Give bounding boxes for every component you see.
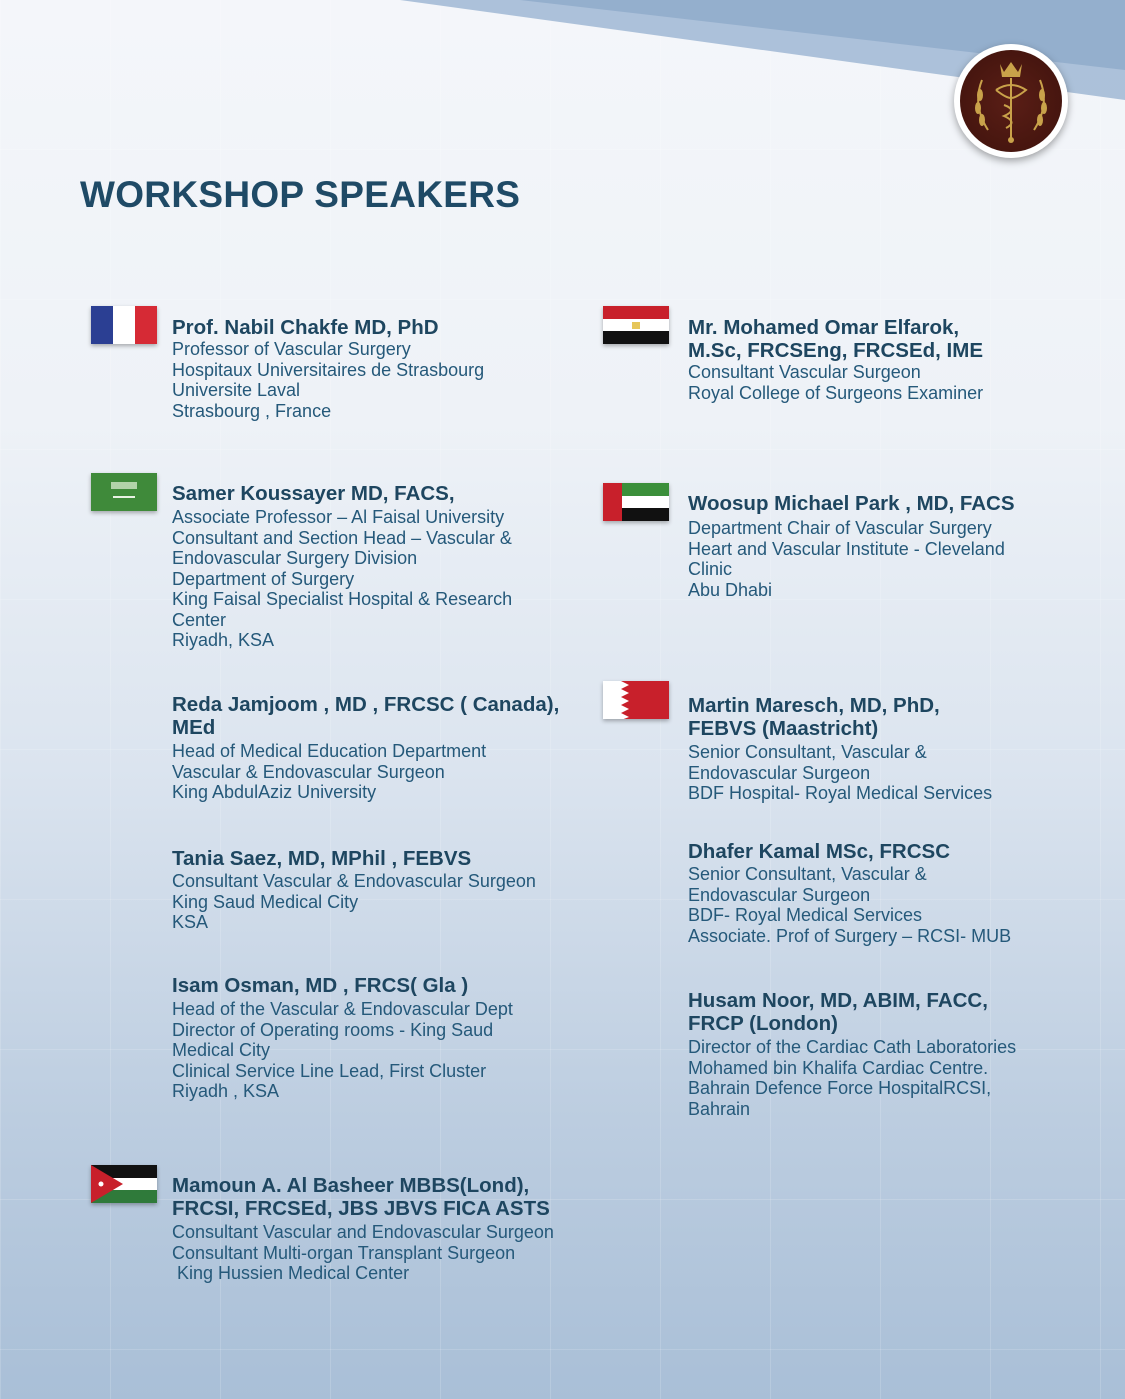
speaker-card: Martin Maresch, MD, PhD, FEBVS (Maastric…: [688, 694, 992, 804]
jordan-flag-icon: [91, 1165, 157, 1203]
speaker-detail: King Faisal Specialist Hospital & Resear…: [172, 589, 513, 609]
speaker-detail: Hospitaux Universitaires de Strasbourg: [172, 359, 485, 380]
speaker-detail: Department Chair of Vascular Surgery: [688, 518, 992, 538]
speaker-name: FRCSI, FRCSEd, JBS JBVS FICA ASTS: [172, 1197, 550, 1220]
speaker-detail: Consultant Vascular & Endovascular Surge…: [172, 871, 536, 891]
saudi-arabia-flag-icon: [91, 473, 157, 511]
bahrain-flag-icon: [603, 681, 669, 719]
speaker-detail: Heart and Vascular Institute - Cleveland: [688, 538, 1005, 559]
speaker-detail: Endovascular Surgeon: [688, 762, 871, 783]
speaker-detail: Riyadh, KSA: [172, 630, 275, 650]
speaker-detail: Medical City: [172, 1040, 271, 1060]
speaker-name: M.Sc, FRCSEng, FRCSEd, IME: [688, 339, 983, 362]
speaker-detail: BDF- Royal Medical Services: [688, 905, 923, 925]
speaker-card: Prof. Nabil Chakfe MD, PhD Professor of …: [172, 316, 484, 421]
caduceus-icon: [975, 62, 1047, 143]
france-flag-icon: [91, 306, 157, 344]
speaker-detail: King Saud Medical City: [172, 891, 359, 912]
speaker-card: Reda Jamjoom , MD , FRCSC ( Canada), MEd…: [172, 693, 559, 803]
speaker-detail: Strasbourg , France: [172, 400, 332, 421]
speaker-card: Mr. Mohamed Omar Elfarok, M.Sc, FRCSEng,…: [688, 316, 983, 403]
speaker-detail: Professor of Vascular Surgery: [172, 339, 411, 359]
speaker-detail: Universite Laval: [172, 380, 301, 400]
speaker-name: Husam Noor, MD, ABIM, FACC,: [688, 989, 988, 1012]
speaker-card: Isam Osman, MD , FRCS( Gla ) Head of the…: [172, 974, 513, 1102]
uae-flag-icon: [603, 483, 669, 521]
speaker-name: Woosup Michael Park , MD, FACS: [688, 492, 1015, 515]
speaker-card: Husam Noor, MD, ABIM, FACC, FRCP (London…: [688, 989, 1016, 1119]
speaker-detail: Endovascular Surgery Division: [172, 548, 418, 568]
speaker-name: MEd: [172, 716, 216, 739]
speaker-name: Reda Jamjoom , MD , FRCSC ( Canada),: [172, 693, 560, 716]
speaker-detail: Clinical Service Line Lead, First Cluste…: [172, 1060, 487, 1081]
speaker-detail: Director of Operating rooms - King Saud: [172, 1019, 494, 1040]
speaker-detail: Head of Medical Education Department: [172, 741, 487, 761]
speaker-name: Mamoun A. Al Basheer MBBS(Lond),: [172, 1174, 530, 1197]
speaker-detail: Bahrain: [688, 1098, 751, 1119]
speaker-card: Woosup Michael Park , MD, FACS Departmen…: [688, 492, 1015, 600]
speaker-name: Dhafer Kamal MSc, FRCSC: [688, 840, 951, 863]
speaker-detail: Bahrain Defence Force HospitalRCSI,: [688, 1078, 992, 1098]
speaker-name: FEBVS (Maastricht): [688, 717, 879, 740]
speaker-name: Prof. Nabil Chakfe MD, PhD: [172, 316, 439, 339]
page-title: WORKSHOP SPEAKERS: [80, 174, 521, 215]
speaker-detail: Royal College of Surgeons Examiner: [688, 382, 984, 403]
speaker-detail: BDF Hospital- Royal Medical Services: [688, 783, 993, 803]
organization-logo: [954, 44, 1068, 158]
speaker-card: Tania Saez, MD, MPhil , FEBVS Consultant…: [172, 847, 536, 933]
speaker-detail: Associate Professor – Al Faisal Universi…: [172, 507, 505, 527]
speaker-name: Isam Osman, MD , FRCS( Gla ): [172, 974, 469, 997]
speaker-detail: Consultant and Section Head – Vascular &: [172, 527, 512, 548]
speaker-detail: Endovascular Surgeon: [688, 884, 871, 905]
speaker-detail: Consultant Vascular and Endovascular Sur…: [172, 1222, 554, 1242]
speaker-detail: Mohamed bin Khalifa Cardiac Centre.: [688, 1057, 989, 1078]
egypt-flag-icon: [603, 306, 669, 344]
speaker-detail: Senior Consultant, Vascular &: [688, 864, 927, 884]
speaker-detail: KSA: [172, 912, 209, 932]
speaker-card: Samer Koussayer MD, FACS, Associate Prof…: [172, 482, 512, 651]
speaker-detail: King AbdulAziz University: [172, 782, 377, 802]
speaker-detail: Riyadh , KSA: [172, 1081, 280, 1101]
speaker-name: Martin Maresch, MD, PhD,: [688, 694, 940, 717]
speaker-detail: Associate. Prof of Surgery – RCSI- MUB: [688, 925, 1012, 946]
speaker-name: Samer Koussayer MD, FACS,: [172, 482, 455, 505]
speaker-detail: Head of the Vascular & Endovascular Dept: [172, 999, 513, 1019]
speaker-detail: Senior Consultant, Vascular &: [688, 742, 927, 762]
speaker-detail: Consultant Multi-organ Transplant Surgeo…: [172, 1242, 516, 1263]
speaker-detail: Consultant Vascular Surgeon: [688, 362, 921, 382]
speaker-card: Dhafer Kamal MSc, FRCSC Senior Consultan…: [688, 840, 1011, 946]
speaker-detail: Clinic: [688, 559, 733, 579]
speaker-name: FRCP (London): [688, 1012, 838, 1035]
speaker-detail: Department of Surgery: [172, 568, 355, 589]
speaker-name: Tania Saez, MD, MPhil , FEBVS: [172, 847, 472, 870]
speaker-card: Mamoun A. Al Basheer MBBS(Lond), FRCSI, …: [172, 1174, 554, 1284]
speaker-detail: Director of the Cardiac Cath Laboratorie…: [688, 1037, 1017, 1057]
speaker-detail: Center: [172, 609, 227, 630]
speaker-detail: King Hussien Medical Center: [172, 1263, 410, 1283]
speaker-name: Mr. Mohamed Omar Elfarok,: [688, 316, 960, 339]
speaker-detail: Abu Dhabi: [688, 579, 773, 600]
speaker-detail: Vascular & Endovascular Surgeon: [172, 761, 445, 782]
